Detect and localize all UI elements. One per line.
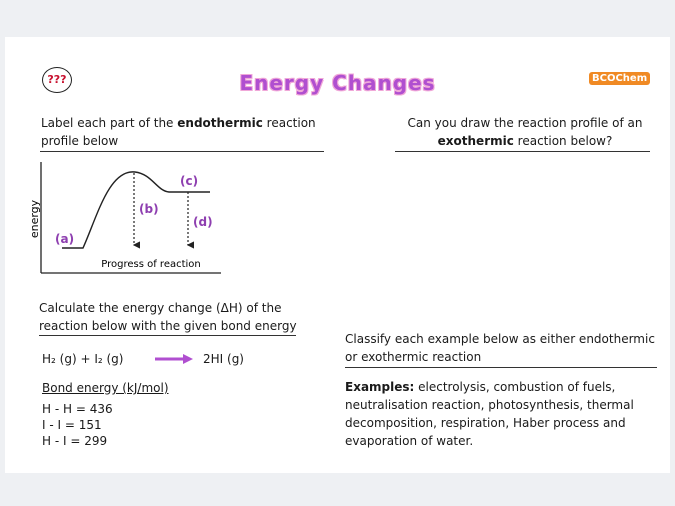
badge: ??? — [42, 67, 72, 93]
bond-energy-line: H - I = 299 — [42, 434, 108, 448]
products: 2HI (g) — [203, 352, 244, 366]
underline — [40, 151, 324, 152]
y-axis-label: energy — [28, 199, 41, 238]
text: reaction profile below — [41, 116, 316, 148]
label: (a) — [55, 232, 74, 246]
label: (d) — [193, 215, 213, 229]
bold-text: endothermic — [177, 116, 263, 130]
underline — [345, 367, 657, 368]
reactants: H₂ (g) + I₂ (g) — [42, 352, 124, 366]
text: reaction below? — [513, 134, 613, 148]
profile-curve — [62, 171, 210, 249]
x-axis-label: Progress of reaction — [101, 259, 201, 270]
reaction-arrow — [155, 354, 193, 364]
bond-energy-line: H - H = 436 — [42, 402, 113, 416]
label: (c) — [180, 174, 198, 188]
text: Can you draw the reaction profile of an — [407, 116, 643, 130]
examples: Examples: electrolysis, combustion of fu… — [345, 378, 645, 450]
worksheet: ??? Energy Changes BCOChem Label each pa… — [5, 37, 670, 473]
examples-label: Examples: — [345, 380, 415, 394]
examples-text: electrolysis, combustion of fuels, neutr… — [345, 380, 634, 448]
calculation-task: Calculate the energy change (ΔH) of the … — [39, 301, 297, 333]
text: Label each part of the — [41, 116, 178, 130]
label: (b) — [139, 202, 159, 216]
exothermic-task: Can you draw the reaction profile of an … — [395, 114, 655, 150]
title: Energy Changes — [239, 71, 436, 95]
logo: BCOChem — [589, 72, 651, 85]
classify-task: Classify each example below as either en… — [345, 332, 655, 364]
endothermic-task: Label each part of the endothermic react… — [41, 114, 331, 150]
underline — [39, 335, 296, 336]
bond-energy-line: I - I = 151 — [42, 418, 102, 432]
underline — [395, 151, 650, 152]
reaction-profile: energy Progress of reaction (a) (b) (c) … — [28, 162, 221, 274]
bond-energy-heading: Bond energy (kJ/mol) — [42, 381, 169, 395]
bond-energy-list: H - H = 436 I - I = 151 H - I = 299 — [42, 401, 113, 449]
bold-text: exothermic — [437, 134, 514, 148]
